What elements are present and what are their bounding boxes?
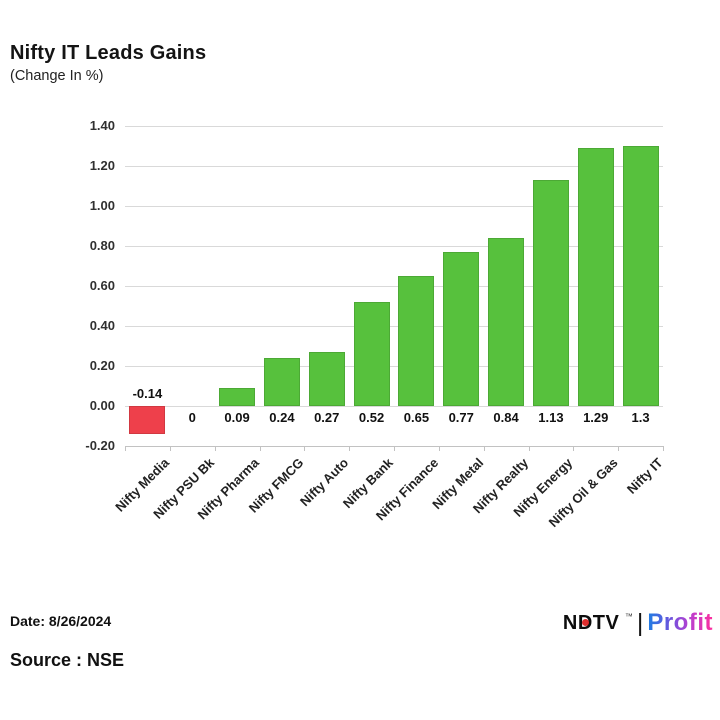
x-axis-tick: [304, 446, 306, 451]
bar-value-label: 1.13: [538, 410, 564, 425]
gridline: [125, 366, 663, 367]
x-axis-tick: [349, 446, 351, 451]
y-axis-tick-label: 1.00: [89, 198, 115, 213]
ndtv-profit-logo: NDTV ™ | Profit: [563, 606, 713, 640]
bar-value-label: 0.52: [358, 410, 385, 425]
x-axis-tick: [214, 446, 216, 451]
x-axis-tick: [483, 446, 485, 451]
bar-value-label: 0.84: [493, 410, 519, 425]
x-axis-tick: [528, 446, 530, 451]
y-axis-tick-label: 0.80: [89, 238, 115, 253]
bar-value-label: 0.27: [314, 410, 340, 425]
bar-value-label: 0.24: [269, 410, 295, 425]
ndtv-logo: NDTV ™: [563, 612, 633, 635]
gridline: [125, 246, 663, 247]
y-axis-tick-label: 0.40: [89, 318, 115, 333]
x-axis-tick: [573, 446, 575, 451]
gridline: [125, 406, 663, 407]
bar-nifty-realty: [488, 238, 525, 406]
gridline: [125, 166, 663, 167]
page-subtitle: (Change In %): [10, 68, 104, 84]
bar-nifty-auto: [308, 352, 345, 406]
date-label: Date: 8/26/2024: [10, 613, 112, 629]
bar-value-label: -0.14: [132, 386, 163, 401]
y-axis-tick-label: 1.40: [89, 118, 115, 133]
x-axis-tick: [394, 446, 395, 451]
x-axis-tick: [663, 446, 664, 451]
bar-value-label: 0: [188, 410, 196, 425]
bar-nifty-oil-gas: [577, 148, 614, 406]
x-axis-tick: [618, 446, 620, 451]
gridline: [125, 326, 663, 327]
bar-nifty-it: [622, 146, 659, 406]
y-axis-tick-label: 0.60: [89, 278, 115, 293]
ndtv-red-dot-icon: [581, 618, 589, 626]
bar-nifty-finance: [398, 276, 435, 406]
x-axis-tick: [438, 446, 440, 451]
y-axis-tick-label: 0.00: [89, 398, 115, 413]
x-axis-tick: [125, 446, 126, 451]
bar-nifty-bank: [353, 302, 390, 406]
bar-nifty-energy: [532, 180, 569, 406]
bar-nifty-pharma: [219, 388, 256, 406]
x-axis-tick: [259, 446, 261, 451]
gridline: [125, 206, 663, 207]
bar-nifty-media: [129, 406, 166, 434]
ndtv-logo-text: NDTV: [562, 611, 620, 634]
bar-nifty-metal: [443, 252, 480, 406]
y-axis-tick-label: 0.20: [89, 358, 115, 373]
source-label: Source : NSE: [10, 650, 125, 670]
gridline: [125, 126, 663, 127]
x-axis-tick: [169, 446, 171, 451]
y-axis-tick-label: 1.20: [89, 158, 115, 173]
x-axis-category-label: Nifty IT: [623, 455, 666, 497]
page-title: Nifty IT Leads Gains: [10, 42, 207, 64]
trademark-symbol: ™: [624, 611, 633, 621]
bar-nifty-fmcg: [263, 358, 300, 406]
gridline: [125, 286, 663, 287]
bar-chart-plot-area: 1.40 1.20 1.00 0.80 0.60 0.40 0.20 0.00 -0.20 -0.…: [85, 118, 665, 530]
bar-value-label: 0.09: [224, 410, 250, 425]
y-axis-tick-label: -0.20: [85, 438, 115, 453]
bar-value-label: 0.77: [448, 410, 474, 425]
logo-separator: |: [636, 608, 644, 637]
bar-value-label: 1.29: [583, 410, 609, 425]
profit-logo-text: Profit: [647, 609, 713, 636]
bar-value-label: 0.65: [403, 410, 430, 425]
bar-value-label: 1.3: [631, 410, 650, 425]
